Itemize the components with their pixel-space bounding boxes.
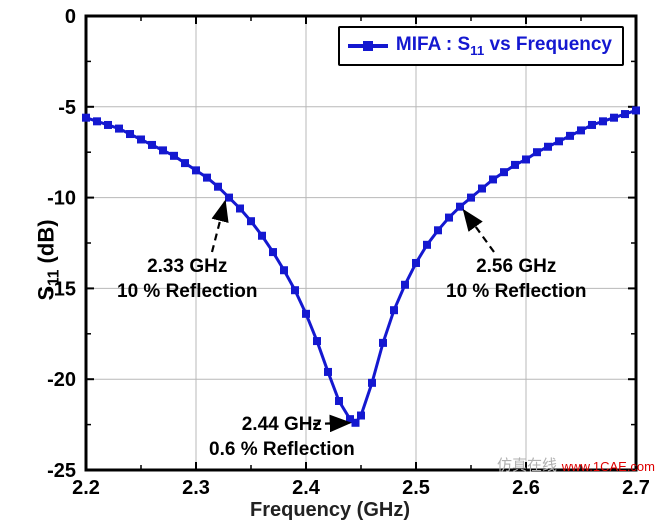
x-axis-label: Frequency (GHz) <box>250 499 410 522</box>
annotation-left-line2: 10 % Reflection <box>117 281 257 302</box>
y-axis-label-text: S11 (dB) <box>33 219 58 300</box>
svg-text:2.2: 2.2 <box>72 477 100 499</box>
annotation-left-line1: 2.33 GHz <box>147 256 227 277</box>
svg-text:-5: -5 <box>58 97 76 119</box>
legend: MIFA : S11 vs Frequency <box>338 26 624 66</box>
svg-text:-10: -10 <box>47 188 76 210</box>
annotation-right: 2.56 GHz 10 % Reflection <box>446 255 586 304</box>
annotation-bottom: 2.44 GHz 0.6 % Reflection <box>209 413 355 462</box>
legend-text: MIFA : S11 vs Frequency <box>396 34 612 58</box>
y-axis-label: S11 (dB) <box>33 219 63 300</box>
svg-text:2.7: 2.7 <box>622 477 650 499</box>
legend-marker <box>348 37 388 55</box>
annotation-right-line2: 10 % Reflection <box>446 281 586 302</box>
svg-text:-25: -25 <box>47 460 76 482</box>
svg-text:2.4: 2.4 <box>292 477 321 499</box>
svg-text:0: 0 <box>65 6 76 28</box>
annotation-left: 2.33 GHz 10 % Reflection <box>117 255 257 304</box>
annotation-right-line1: 2.56 GHz <box>476 256 556 277</box>
svg-text:-20: -20 <box>47 369 76 391</box>
watermark-cn: 仿真在线 <box>497 454 557 475</box>
annotation-bottom-line2: 0.6 % Reflection <box>209 439 355 460</box>
svg-text:2.6: 2.6 <box>512 477 540 499</box>
annotation-bottom-line1: 2.44 GHz <box>242 414 322 435</box>
svg-text:2.5: 2.5 <box>402 477 430 499</box>
watermark-url: www.1CAE.com <box>562 459 655 474</box>
svg-text:2.3: 2.3 <box>182 477 210 499</box>
